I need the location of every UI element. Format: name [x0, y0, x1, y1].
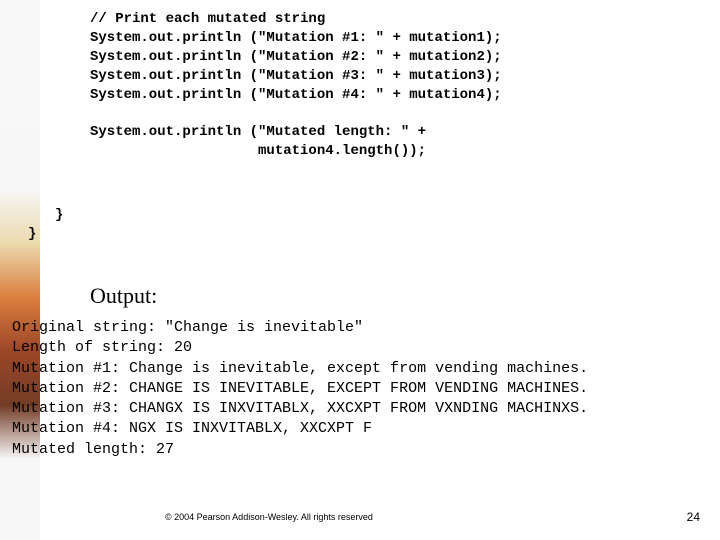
- code-line: System.out.println ("Mutation #2: " + mu…: [90, 49, 502, 65]
- output-heading: Output:: [90, 283, 157, 309]
- output-line: Mutation #3: CHANGX IS INXVITABLX, XXCXP…: [12, 400, 588, 417]
- output-line: Mutation #4: NGX IS INXVITABLX, XXCXPT F: [12, 420, 372, 437]
- code-block: // Print each mutated string System.out.…: [90, 10, 502, 161]
- output-block: Original string: "Change is inevitable" …: [12, 318, 588, 460]
- output-line: Original string: "Change is inevitable": [12, 319, 363, 336]
- closing-brace: }: [55, 207, 63, 223]
- code-line: mutation4.length());: [90, 143, 426, 159]
- output-line: Length of string: 20: [12, 339, 192, 356]
- code-comment: // Print each mutated string: [90, 11, 325, 27]
- copyright-text: © 2004 Pearson Addison-Wesley. All right…: [165, 512, 373, 522]
- code-line: System.out.println ("Mutation #1: " + mu…: [90, 30, 502, 46]
- code-line: System.out.println ("Mutated length: " +: [90, 124, 426, 140]
- code-line: System.out.println ("Mutation #3: " + mu…: [90, 68, 502, 84]
- output-line: Mutated length: 27: [12, 441, 174, 458]
- output-line: Mutation #2: CHANGE IS INEVITABLE, EXCEP…: [12, 380, 588, 397]
- closing-brace: }: [28, 226, 36, 242]
- page-number: 24: [687, 510, 700, 524]
- code-line: System.out.println ("Mutation #4: " + mu…: [90, 87, 502, 103]
- output-line: Mutation #1: Change is inevitable, excep…: [12, 360, 588, 377]
